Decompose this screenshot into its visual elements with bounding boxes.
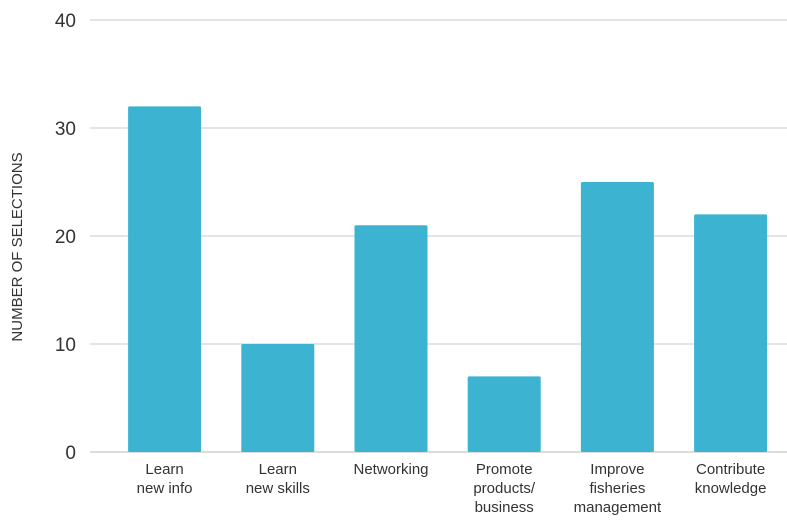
- y-axis-ticks: 0 10 20 30 40: [55, 11, 76, 464]
- bar: [241, 344, 315, 452]
- bar: [354, 225, 428, 452]
- y-tick-label: 0: [65, 443, 76, 464]
- y-tick-label: 10: [55, 335, 76, 356]
- gridlines: [90, 19, 787, 453]
- x-category-label: Learn new info: [137, 461, 193, 497]
- bars: [128, 106, 768, 453]
- x-category-label: Promote products/business: [473, 461, 536, 516]
- x-category-label: Networking: [353, 461, 428, 478]
- bar: [580, 182, 654, 452]
- x-axis-labels: Learn new info Learn new skills Networking Pr…: [137, 461, 767, 516]
- bar: [128, 106, 202, 453]
- x-category-label: Learn new skills: [246, 461, 310, 497]
- y-tick-label: 30: [55, 119, 76, 140]
- bar: [694, 214, 768, 452]
- bar: [467, 376, 541, 452]
- y-tick-label: 20: [55, 227, 76, 248]
- y-tick-label: 40: [55, 11, 76, 32]
- x-category-label: Contribute knowledge: [695, 461, 767, 497]
- x-category-label: Improve fisheries management: [574, 461, 662, 516]
- y-axis-title: NUMBER OF SELECTIONS: [9, 152, 26, 341]
